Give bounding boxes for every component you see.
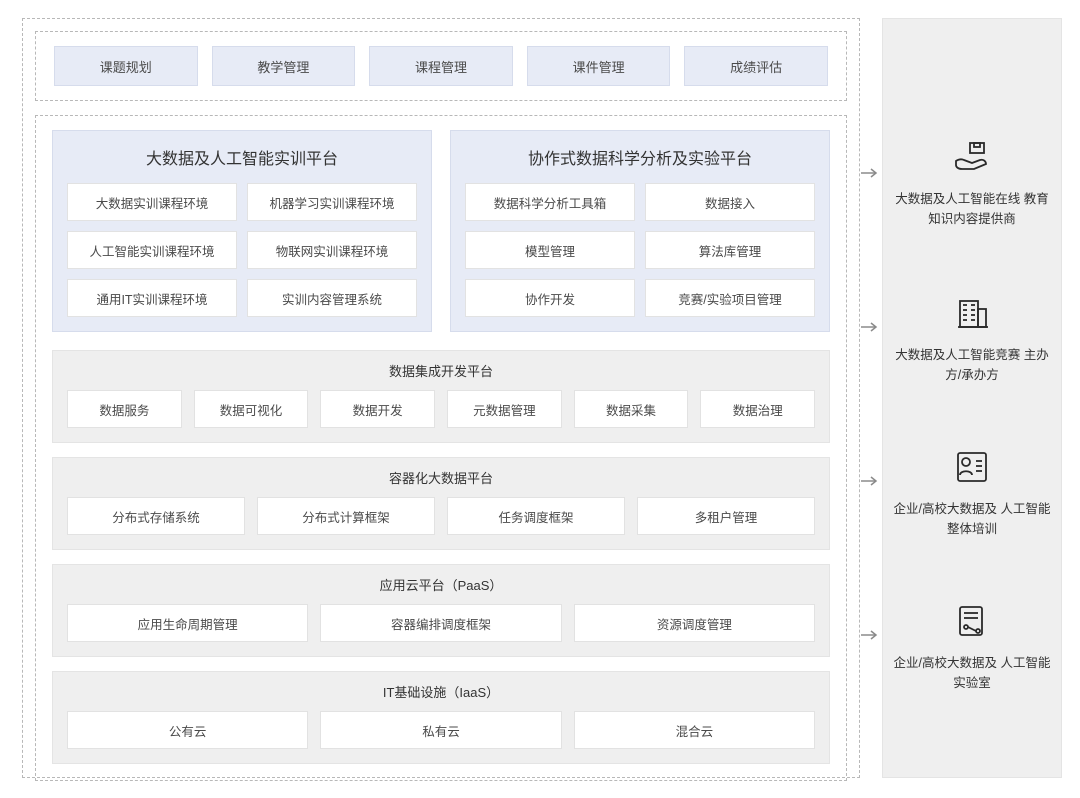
layer-cell: 公有云 <box>67 711 308 749</box>
layer-row: 应用生命周期管理 容器编排调度框架 资源调度管理 <box>67 604 815 642</box>
top-tab: 课件管理 <box>527 46 671 86</box>
person-card-icon <box>893 449 1051 491</box>
platform-cell: 物联网实训课程环境 <box>247 231 417 269</box>
platform-and-layers-box: 大数据及人工智能实训平台 大数据实训课程环境 机器学习实训课程环境 人工智能实训… <box>35 115 847 781</box>
layer-cell: 任务调度框架 <box>447 497 625 535</box>
platform-title: 大数据及人工智能实训平台 <box>67 145 417 169</box>
platform-cell: 竞赛/实验项目管理 <box>645 279 815 317</box>
layer-cell: 元数据管理 <box>447 390 562 428</box>
sidebar-item: 大数据及人工智能在线 教育知识内容提供商 <box>883 141 1061 229</box>
arrow-right-icon <box>861 476 879 486</box>
top-tab: 课程管理 <box>369 46 513 86</box>
platform-cell: 大数据实训课程环境 <box>67 183 237 221</box>
layer-cell: 容器编排调度框架 <box>320 604 561 642</box>
layer-paas: 应用云平台（PaaS） 应用生命周期管理 容器编排调度框架 资源调度管理 <box>52 564 830 657</box>
top-tab: 课题规划 <box>54 46 198 86</box>
layer-row: 分布式存储系统 分布式计算框架 任务调度框架 多租户管理 <box>67 497 815 535</box>
layer-cell: 私有云 <box>320 711 561 749</box>
layer-cell: 数据开发 <box>320 390 435 428</box>
layer-cell: 数据采集 <box>574 390 689 428</box>
doc-graph-icon <box>893 603 1051 645</box>
arrow-right-icon <box>861 168 879 178</box>
layer-row: 公有云 私有云 混合云 <box>67 711 815 749</box>
top-tabs-row: 课题规划 教学管理 课程管理 课件管理 成绩评估 <box>35 31 847 101</box>
sidebar-label: 大数据及人工智能竞赛 主办方/承办方 <box>893 345 1051 385</box>
platform-cell: 模型管理 <box>465 231 635 269</box>
layer-cell: 应用生命周期管理 <box>67 604 308 642</box>
platforms-row: 大数据及人工智能实训平台 大数据实训课程环境 机器学习实训课程环境 人工智能实训… <box>52 130 830 332</box>
layer-title: 容器化大数据平台 <box>67 468 815 487</box>
sidebar-item: 企业/高校大数据及 人工智能实验室 <box>883 603 1061 693</box>
platform-cell: 算法库管理 <box>645 231 815 269</box>
platform-card-right: 协作式数据科学分析及实验平台 数据科学分析工具箱 数据接入 模型管理 算法库管理… <box>450 130 830 332</box>
top-tab: 成绩评估 <box>684 46 828 86</box>
platform-cell: 实训内容管理系统 <box>247 279 417 317</box>
layer-cell: 数据治理 <box>700 390 815 428</box>
layer-cell: 分布式存储系统 <box>67 497 245 535</box>
platform-grid: 大数据实训课程环境 机器学习实训课程环境 人工智能实训课程环境 物联网实训课程环… <box>67 183 417 317</box>
sidebar-label: 大数据及人工智能在线 教育知识内容提供商 <box>893 189 1051 229</box>
platform-title: 协作式数据科学分析及实验平台 <box>465 145 815 169</box>
sidebar-label: 企业/高校大数据及 人工智能整体培训 <box>893 499 1051 539</box>
platform-cell: 机器学习实训课程环境 <box>247 183 417 221</box>
layer-cell: 分布式计算框架 <box>257 497 435 535</box>
layer-row: 数据服务 数据可视化 数据开发 元数据管理 数据采集 数据治理 <box>67 390 815 428</box>
platform-cell: 协作开发 <box>465 279 635 317</box>
platform-card-left: 大数据及人工智能实训平台 大数据实训课程环境 机器学习实训课程环境 人工智能实训… <box>52 130 432 332</box>
platform-cell: 通用IT实训课程环境 <box>67 279 237 317</box>
sidebar-partners: 大数据及人工智能在线 教育知识内容提供商 大数据及人工智能竞赛 主办方/承办方 <box>882 18 1062 778</box>
sidebar-item: 企业/高校大数据及 人工智能整体培训 <box>883 449 1061 539</box>
arrow-right-icon <box>861 630 879 640</box>
platform-grid: 数据科学分析工具箱 数据接入 模型管理 算法库管理 协作开发 竞赛/实验项目管理 <box>465 183 815 317</box>
layer-title: IT基础设施（IaaS） <box>67 682 815 701</box>
platform-cell: 数据接入 <box>645 183 815 221</box>
hand-box-icon <box>893 141 1051 181</box>
sidebar-label: 企业/高校大数据及 人工智能实验室 <box>893 653 1051 693</box>
layer-cell: 数据可视化 <box>194 390 309 428</box>
building-icon <box>893 295 1051 337</box>
layer-cell: 混合云 <box>574 711 815 749</box>
layer-data-integration: 数据集成开发平台 数据服务 数据可视化 数据开发 元数据管理 数据采集 数据治理 <box>52 350 830 443</box>
layer-cell: 多租户管理 <box>637 497 815 535</box>
main-architecture-box: 课题规划 教学管理 课程管理 课件管理 成绩评估 大数据及人工智能实训平台 大数… <box>22 18 860 778</box>
layer-title: 应用云平台（PaaS） <box>67 575 815 594</box>
platform-cell: 数据科学分析工具箱 <box>465 183 635 221</box>
platform-cell: 人工智能实训课程环境 <box>67 231 237 269</box>
layer-iaas: IT基础设施（IaaS） 公有云 私有云 混合云 <box>52 671 830 764</box>
top-tab: 教学管理 <box>212 46 356 86</box>
layer-cell: 数据服务 <box>67 390 182 428</box>
layer-container-bigdata: 容器化大数据平台 分布式存储系统 分布式计算框架 任务调度框架 多租户管理 <box>52 457 830 550</box>
layer-cell: 资源调度管理 <box>574 604 815 642</box>
sidebar-item: 大数据及人工智能竞赛 主办方/承办方 <box>883 295 1061 385</box>
arrow-right-icon <box>861 322 879 332</box>
layer-title: 数据集成开发平台 <box>67 361 815 380</box>
